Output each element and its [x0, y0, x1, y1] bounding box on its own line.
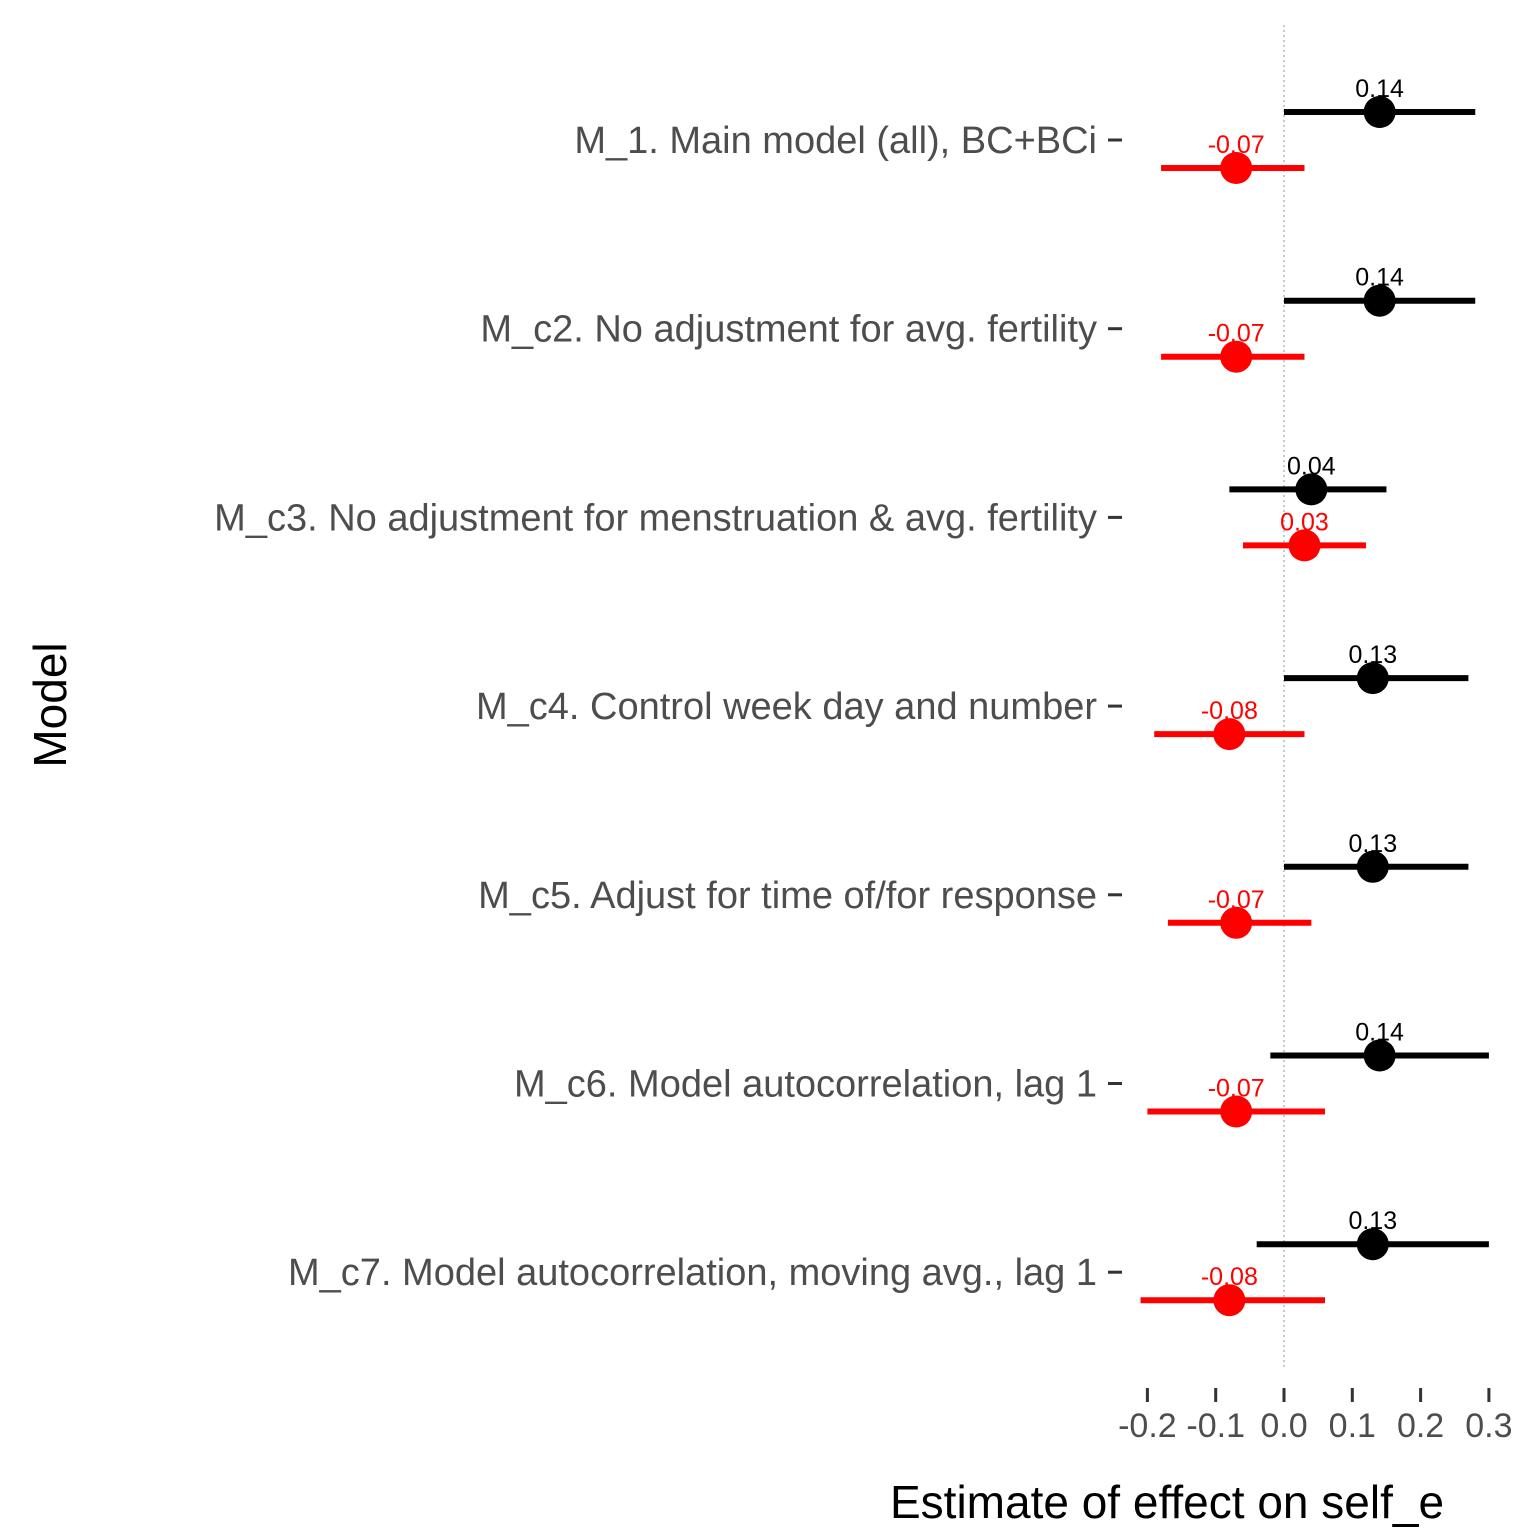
- x-tick-label: -0.1: [1186, 1407, 1245, 1445]
- y-tick-label: M_c5. Adjust for time of/for response: [478, 875, 1097, 917]
- estimate-point: [1356, 850, 1389, 883]
- estimate-label: -0.07: [1208, 886, 1265, 914]
- estimate-label: -0.07: [1208, 320, 1265, 348]
- estimate-point: [1220, 340, 1253, 373]
- estimate-label: 0.14: [1355, 264, 1404, 292]
- estimate-label: -0.07: [1208, 131, 1265, 159]
- estimate-point: [1220, 152, 1253, 184]
- x-tick-label: -0.2: [1118, 1407, 1177, 1445]
- y-tick-label: M_c4. Control week day and number: [476, 686, 1097, 728]
- x-axis: -0.2 -0.1 0.0 0.1 0.2 0.3: [1118, 1388, 1513, 1445]
- estimate-label: -0.08: [1201, 697, 1258, 725]
- estimate-point: [1220, 906, 1253, 939]
- x-tick-label: 0.0: [1260, 1407, 1307, 1445]
- x-tick-label: 0.2: [1397, 1407, 1444, 1445]
- y-tick-label: M_c6. Model autocorrelation, lag 1: [514, 1064, 1097, 1106]
- y-tick-label: M_c2. No adjustment for avg. fertility: [480, 309, 1097, 351]
- estimate-label: 0.03: [1280, 508, 1329, 536]
- x-tick-label: 0.1: [1329, 1407, 1376, 1445]
- y-tick-label: M_1. Main model (all), BC+BCi: [574, 120, 1097, 162]
- y-axis: M_1. Main model (all), BC+BCi M_c2. No ad…: [214, 120, 1122, 1294]
- estimate-label: 0.13: [1348, 1207, 1397, 1235]
- estimate-label: 0.13: [1348, 641, 1397, 669]
- x-axis-title: Estimate of effect on self_e: [890, 1476, 1444, 1528]
- estimate-point: [1363, 96, 1396, 128]
- estimate-label: -0.07: [1208, 1075, 1265, 1103]
- estimate-point: [1220, 1095, 1253, 1128]
- estimate-point: [1356, 1228, 1389, 1261]
- estimate-point: [1363, 1039, 1396, 1072]
- y-tick-label: M_c3. No adjustment for menstruation & a…: [214, 497, 1097, 539]
- estimate-label: 0.13: [1348, 830, 1397, 858]
- estimate-label: -0.08: [1201, 1263, 1258, 1291]
- x-tick-label: 0.3: [1465, 1407, 1512, 1445]
- plot-marks: 0.140.140.040.130.130.140.13-0.07-0.070.…: [1140, 75, 1489, 1317]
- y-tick-label: M_c7. Model autocorrelation, moving avg.…: [288, 1252, 1097, 1294]
- series-group: 0.14 0.14 0.04 0.13 0.13 0.14 0.13: [1229, 75, 1489, 1261]
- estimate-point: [1213, 1284, 1246, 1317]
- estimate-point: [1356, 662, 1389, 695]
- estimate-label: 0.04: [1287, 452, 1336, 480]
- y-axis-title: Model: [24, 642, 76, 767]
- estimate-point: [1363, 284, 1396, 317]
- estimate-point: [1288, 529, 1321, 562]
- estimate-label: 0.14: [1355, 1019, 1404, 1047]
- estimate-point: [1213, 718, 1246, 751]
- estimate-label: 0.14: [1355, 75, 1404, 103]
- series-group: -0.07 -0.07 0.03 -0.08 -0.07 -0.07 -0.08: [1140, 131, 1366, 1317]
- estimate-point: [1295, 473, 1328, 506]
